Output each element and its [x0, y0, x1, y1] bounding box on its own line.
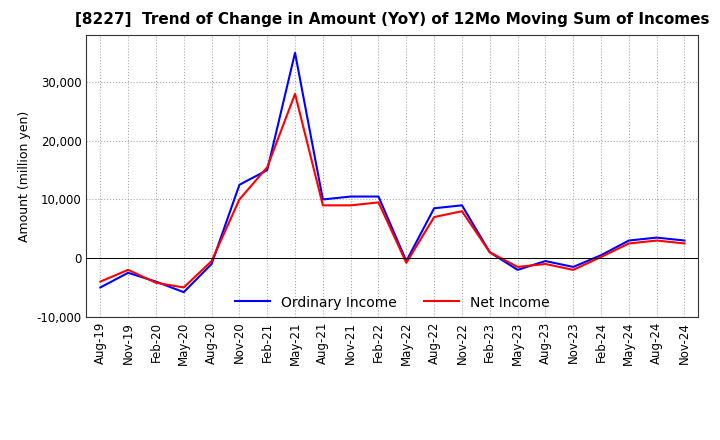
Y-axis label: Amount (million yen): Amount (million yen): [18, 110, 31, 242]
Ordinary Income: [263, 168, 271, 173]
Net Income: [96, 279, 104, 284]
Net Income: [152, 280, 161, 286]
Ordinary Income: [652, 235, 661, 240]
Ordinary Income: [374, 194, 383, 199]
Ordinary Income: [318, 197, 327, 202]
Ordinary Income: [179, 290, 188, 295]
Net Income: [207, 258, 216, 264]
Net Income: [235, 197, 243, 202]
Legend: Ordinary Income, Net Income: Ordinary Income, Net Income: [230, 290, 555, 315]
Ordinary Income: [458, 203, 467, 208]
Net Income: [263, 165, 271, 170]
Net Income: [569, 267, 577, 272]
Ordinary Income: [152, 279, 161, 284]
Net Income: [346, 203, 355, 208]
Ordinary Income: [680, 238, 689, 243]
Net Income: [318, 203, 327, 208]
Ordinary Income: [124, 270, 132, 275]
Ordinary Income: [541, 258, 550, 264]
Net Income: [402, 260, 410, 265]
Net Income: [430, 214, 438, 220]
Line: Net Income: Net Income: [100, 94, 685, 287]
Ordinary Income: [96, 285, 104, 290]
Net Income: [513, 264, 522, 270]
Net Income: [680, 241, 689, 246]
Ordinary Income: [569, 264, 577, 270]
Net Income: [624, 241, 633, 246]
Net Income: [179, 285, 188, 290]
Net Income: [652, 238, 661, 243]
Ordinary Income: [346, 194, 355, 199]
Net Income: [374, 200, 383, 205]
Ordinary Income: [402, 258, 410, 264]
Net Income: [541, 261, 550, 267]
Title: [8227]  Trend of Change in Amount (YoY) of 12Mo Moving Sum of Incomes: [8227] Trend of Change in Amount (YoY) o…: [75, 12, 710, 27]
Ordinary Income: [597, 253, 606, 258]
Net Income: [124, 267, 132, 272]
Ordinary Income: [624, 238, 633, 243]
Ordinary Income: [430, 205, 438, 211]
Ordinary Income: [207, 261, 216, 267]
Ordinary Income: [235, 182, 243, 187]
Line: Ordinary Income: Ordinary Income: [100, 53, 685, 292]
Ordinary Income: [513, 267, 522, 272]
Net Income: [597, 254, 606, 260]
Net Income: [291, 91, 300, 96]
Ordinary Income: [291, 50, 300, 55]
Net Income: [458, 209, 467, 214]
Ordinary Income: [485, 249, 494, 255]
Net Income: [485, 249, 494, 255]
